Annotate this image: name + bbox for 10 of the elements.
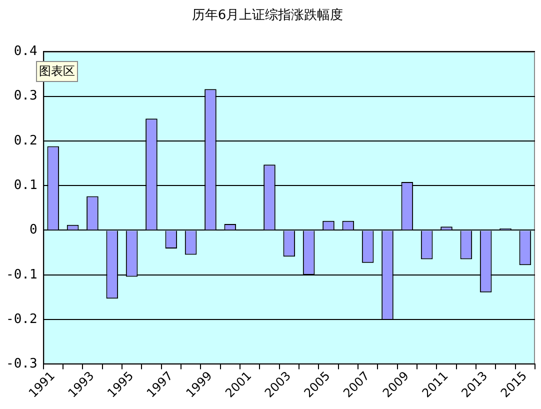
y-tick-label: 0	[29, 222, 38, 238]
y-tick-label: -0.3	[6, 356, 38, 372]
y-tick-label: 0.4	[14, 44, 38, 59]
y-tick-label: -0.2	[6, 312, 38, 327]
y-tick-label: 0.2	[14, 133, 38, 148]
y-tick-label: 0.3	[14, 88, 38, 104]
chart-title: 历年6月上证综指涨跌幅度	[192, 7, 344, 24]
y-tick-label: -0.1	[6, 267, 38, 282]
y-tick-label: 0.1	[14, 178, 38, 193]
annotation: 图表区	[36, 61, 78, 82]
